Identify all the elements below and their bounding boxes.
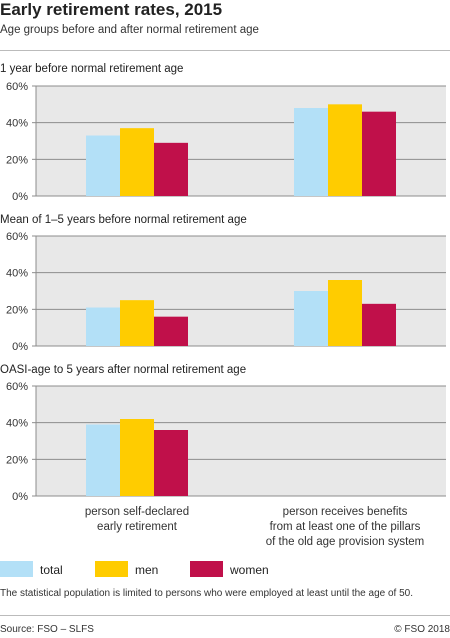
- footnote: The statistical population is limited to…: [0, 588, 414, 599]
- legend-swatch-total: [0, 561, 33, 577]
- y-tick-label: 0%: [12, 341, 28, 353]
- category-label: early retirement: [97, 521, 178, 533]
- y-tick-label: 60%: [6, 231, 28, 243]
- y-tick-label: 20%: [6, 154, 28, 166]
- panel-title: 1 year before normal retirement age: [0, 63, 183, 75]
- chart-title: Early retirement rates, 2015: [0, 0, 223, 19]
- category-label: person receives benefits: [283, 506, 408, 518]
- bar-women: [154, 316, 188, 346]
- legend-swatch-men: [95, 561, 128, 577]
- bar-men: [120, 419, 154, 496]
- chart-canvas: 1 year before normal retirement age 0% 20%…: [0, 63, 446, 577]
- panel-title: OASI-age to 5 years after normal retirem…: [0, 364, 246, 376]
- y-tick-label: 20%: [6, 454, 28, 466]
- header-divider: [0, 50, 450, 51]
- bar-men: [120, 300, 154, 346]
- y-tick-label: 20%: [6, 304, 28, 316]
- bar-total: [86, 307, 120, 346]
- bar-women: [154, 430, 188, 496]
- legend-label: women: [229, 563, 269, 577]
- bar-total: [294, 291, 328, 346]
- bar-total: [294, 108, 328, 196]
- bar-women: [362, 111, 396, 196]
- copyright-note: © FSO 2018: [394, 624, 450, 635]
- footer-divider: [0, 615, 450, 616]
- bar-men: [120, 128, 154, 196]
- bar-women: [154, 142, 188, 196]
- category-label: of the old age provision system: [266, 536, 425, 548]
- legend-label: men: [135, 563, 158, 577]
- legend-swatch-women: [190, 561, 223, 577]
- legend-label: total: [40, 563, 63, 577]
- panel-title: Mean of 1–5 years before normal retireme…: [0, 214, 247, 226]
- y-tick-label: 40%: [6, 118, 28, 130]
- chart-subtitle: Age groups before and after normal retir…: [0, 24, 259, 36]
- y-tick-label: 60%: [6, 81, 28, 93]
- bar-women: [362, 303, 396, 346]
- bar-men: [328, 104, 362, 196]
- category-label: person self-declared: [85, 506, 189, 518]
- y-tick-label: 60%: [6, 381, 28, 393]
- category-label: from at least one of the pillars: [270, 521, 421, 533]
- y-tick-label: 40%: [6, 418, 28, 430]
- bar-total: [86, 135, 120, 196]
- y-tick-label: 0%: [12, 491, 28, 503]
- source-note: Source: FSO – SLFS: [0, 624, 94, 635]
- bar-total: [86, 424, 120, 496]
- bar-men: [328, 280, 362, 346]
- y-tick-label: 0%: [12, 191, 28, 203]
- y-tick-label: 40%: [6, 268, 28, 280]
